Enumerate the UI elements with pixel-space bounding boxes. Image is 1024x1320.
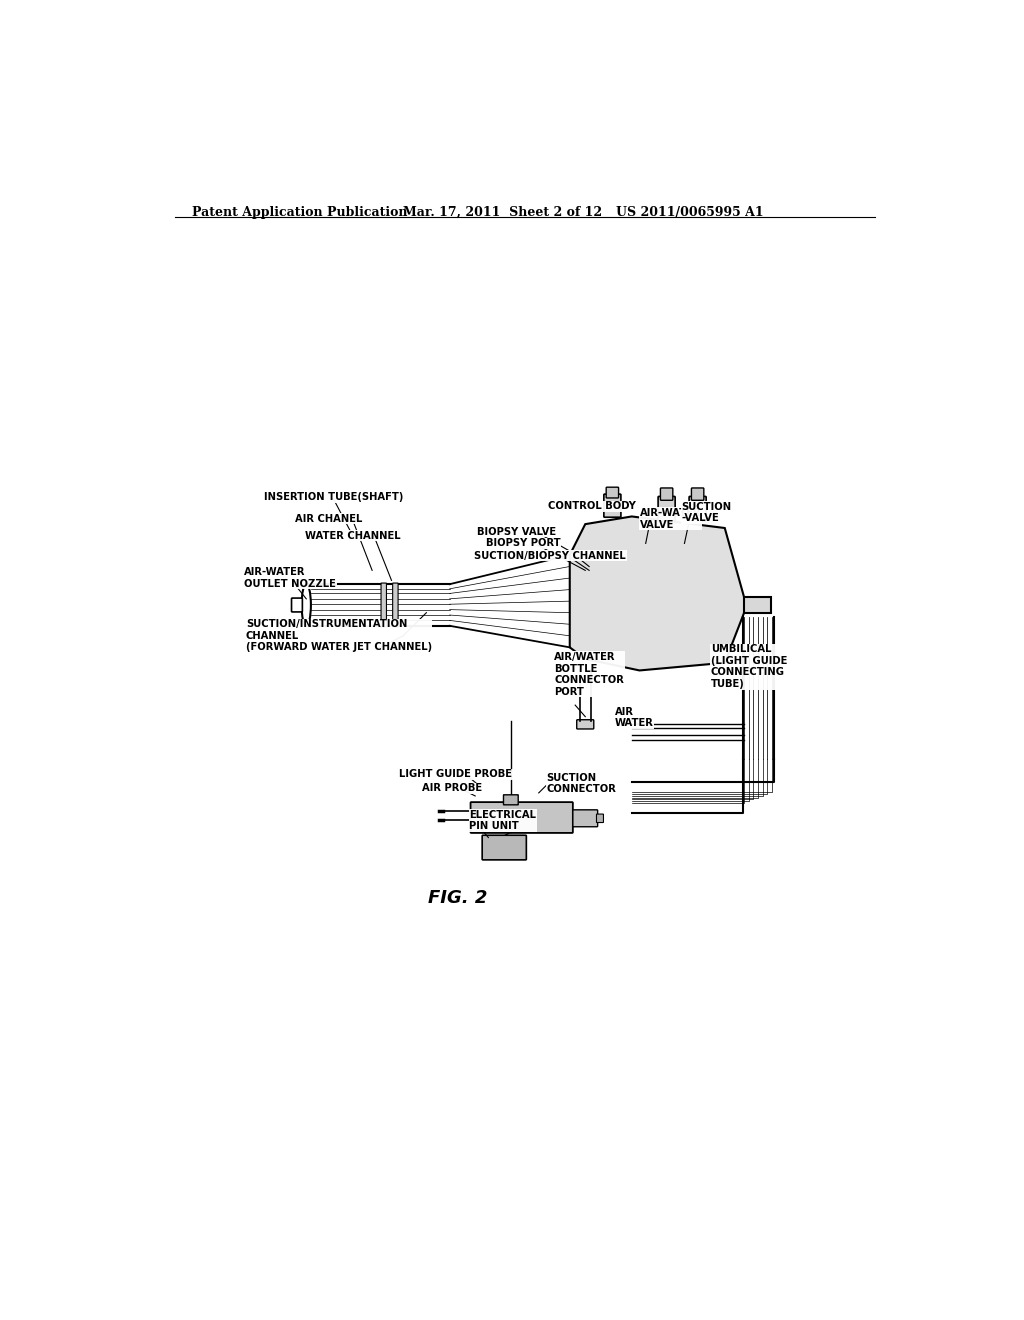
Text: BIOPSY PORT: BIOPSY PORT: [486, 539, 561, 548]
FancyBboxPatch shape: [572, 810, 598, 826]
Text: AIR CHANEL: AIR CHANEL: [295, 513, 362, 524]
Polygon shape: [744, 598, 771, 612]
FancyBboxPatch shape: [604, 494, 621, 517]
Text: INSERTION TUBE(SHAFT): INSERTION TUBE(SHAFT): [263, 492, 403, 502]
FancyBboxPatch shape: [577, 719, 594, 729]
FancyBboxPatch shape: [292, 598, 302, 612]
Text: SUCTION
-VALVE: SUCTION -VALVE: [681, 502, 731, 524]
FancyBboxPatch shape: [504, 795, 518, 805]
Polygon shape: [569, 516, 744, 671]
Text: AIR/WATER
BOTTLE
CONNECTOR
PORT: AIR/WATER BOTTLE CONNECTOR PORT: [554, 652, 624, 697]
FancyBboxPatch shape: [606, 487, 618, 498]
Text: FIG. 2: FIG. 2: [428, 888, 487, 907]
Text: WATER CHANNEL: WATER CHANNEL: [305, 531, 400, 541]
FancyBboxPatch shape: [658, 496, 675, 521]
Text: Patent Application Publication: Patent Application Publication: [191, 206, 408, 219]
FancyBboxPatch shape: [392, 583, 398, 627]
FancyBboxPatch shape: [660, 488, 673, 500]
Text: CONTROL BODY: CONTROL BODY: [548, 502, 635, 511]
FancyBboxPatch shape: [381, 583, 386, 627]
FancyBboxPatch shape: [689, 496, 707, 521]
Text: AIR PROBE: AIR PROBE: [423, 783, 482, 793]
FancyBboxPatch shape: [471, 803, 572, 833]
Text: SUCTION/INSTRUMENTATION
CHANNEL
(FORWARD WATER JET CHANNEL): SUCTION/INSTRUMENTATION CHANNEL (FORWARD…: [246, 619, 432, 652]
Text: AIR-WATER
OUTLET NOZZLE: AIR-WATER OUTLET NOZZLE: [245, 568, 336, 589]
Text: UMBILICAL
(LIGHT GUIDE
CONNECTING
TUBE): UMBILICAL (LIGHT GUIDE CONNECTING TUBE): [711, 644, 787, 689]
Text: US 2011/0065995 A1: US 2011/0065995 A1: [616, 206, 764, 219]
Text: Mar. 17, 2011  Sheet 2 of 12: Mar. 17, 2011 Sheet 2 of 12: [403, 206, 602, 219]
Text: LIGHT GUIDE PROBE: LIGHT GUIDE PROBE: [399, 770, 512, 779]
FancyBboxPatch shape: [482, 836, 526, 859]
Text: AIR
WATER: AIR WATER: [614, 706, 653, 729]
FancyBboxPatch shape: [691, 488, 703, 500]
Ellipse shape: [302, 585, 311, 626]
Text: SUCTION
CONNECTOR: SUCTION CONNECTOR: [547, 772, 616, 795]
Text: ELECTRICAL
PIN UNIT: ELECTRICAL PIN UNIT: [469, 809, 536, 832]
Text: BIOPSY VALVE: BIOPSY VALVE: [477, 527, 556, 537]
Text: AIR-WATER
VALVE: AIR-WATER VALVE: [640, 508, 701, 529]
Text: SUCTION/BIOPSY CHANNEL: SUCTION/BIOPSY CHANNEL: [474, 550, 626, 561]
FancyBboxPatch shape: [597, 814, 603, 822]
